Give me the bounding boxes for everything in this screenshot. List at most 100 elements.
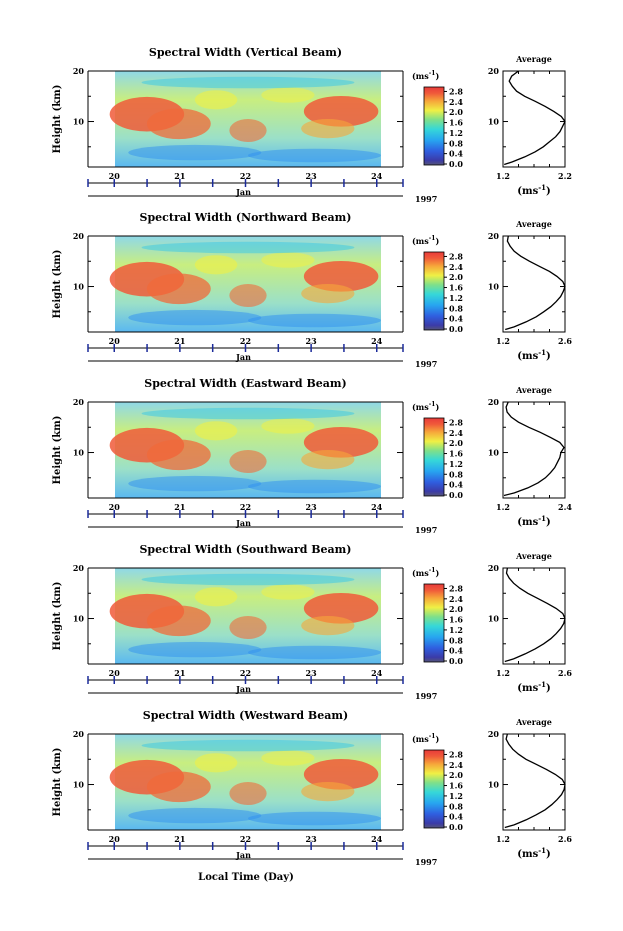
year-label: 1997: [415, 691, 437, 701]
avg-y-tick-label: 10: [488, 780, 500, 790]
avg-y-tick-label: 10: [488, 614, 500, 624]
x-tick-label: 23: [306, 668, 318, 678]
heatmap-region: [146, 273, 211, 305]
heatmap-region: [301, 616, 355, 636]
heatmap-region: [248, 645, 381, 660]
panel-title: Spectral Width (Westward Beam): [143, 709, 348, 722]
colorbar-tick-label: 1.6: [449, 615, 463, 625]
year-label: 1997: [415, 194, 437, 204]
x-tick-label: 23: [306, 171, 318, 181]
colorbar-tick-label: 2.0: [449, 770, 463, 780]
y-axis-label: Height (km): [52, 748, 63, 817]
avg-x-tick-label: 2.4: [558, 502, 572, 512]
average-xlabel: (ms-1): [517, 514, 550, 528]
colorbar-tick-label: 2.8: [449, 749, 463, 759]
heatmap-region: [303, 260, 379, 292]
y-axis-label: Height (km): [52, 582, 63, 651]
colorbar: [423, 749, 445, 829]
colorbar-tick-label: 1.6: [449, 449, 463, 459]
heatmap-region: [261, 252, 315, 268]
avg-y-tick-label: 20: [488, 397, 500, 407]
x-tick-label: 22: [240, 668, 251, 678]
heatmap-region: [261, 418, 315, 434]
heatmap-region: [194, 753, 238, 773]
heatmap-region: [141, 739, 355, 752]
heatmap-region: [301, 782, 355, 802]
avg-unit-base: (ms: [517, 186, 538, 197]
x-tick-label: 24: [371, 502, 383, 512]
y-tick-label: 10: [73, 614, 85, 624]
avg-x-tick-label: 1.2: [496, 171, 510, 181]
colorbar: [423, 583, 445, 663]
avg-unit-close: ): [546, 517, 551, 528]
x-tick-label: 23: [306, 834, 318, 844]
colorbar-tick-label: 1.2: [449, 625, 463, 635]
x-tick-label: 21: [174, 171, 185, 181]
month-label: Jan: [235, 684, 251, 694]
heatmap-region: [303, 95, 379, 127]
x-tick-label: 23: [306, 502, 318, 512]
avg-y-tick-label: 10: [488, 448, 500, 458]
colorbar-tick-label: 0.8: [449, 138, 463, 148]
heatmap-region: [128, 807, 262, 824]
heatmap-region: [229, 119, 267, 143]
avg-unit-sup: -1: [538, 514, 546, 523]
heatmap-region: [141, 76, 355, 89]
avg-unit-base: (ms: [517, 351, 538, 362]
colorbar-tick-label: 2.4: [449, 262, 463, 272]
colorbar-tick-label: 0.4: [449, 812, 463, 822]
colorbar-tick-label: 2.4: [449, 760, 463, 770]
heatmap-region: [146, 108, 211, 140]
average-xlabel: (ms-1): [517, 348, 550, 362]
colorbar-tick-label: 0.4: [449, 646, 463, 656]
x-tick-label: 22: [240, 336, 251, 346]
y-axis-label: Height (km): [52, 416, 63, 485]
avg-unit-close: ): [546, 683, 551, 694]
average-frame: [502, 401, 566, 499]
unit-sup: -1: [429, 235, 436, 242]
heatmap-region: [128, 641, 262, 658]
x-tick-label: 21: [174, 336, 185, 346]
x-tick-label: 21: [174, 668, 185, 678]
avg-unit-sup: -1: [538, 348, 546, 357]
heatmap-region: [261, 584, 315, 600]
heatmap-region: [248, 479, 381, 494]
colorbar-tick-label: 0.8: [449, 469, 463, 479]
unit-sup: -1: [429, 70, 436, 77]
colorbar-tick-label: 1.2: [449, 459, 463, 469]
y-tick-label: 10: [73, 282, 85, 292]
avg-y-tick-label: 10: [488, 282, 500, 292]
colorbar: [423, 417, 445, 497]
unit-sup: -1: [429, 567, 436, 574]
colorbar-unit: (ms-1): [412, 70, 439, 81]
colorbar-tick-label: 0.8: [449, 635, 463, 645]
colorbar-tick-label: 0.0: [449, 822, 463, 832]
colorbar-unit: (ms-1): [412, 567, 439, 578]
avg-x-tick-label: 2.2: [558, 171, 572, 181]
colorbar-tick-label: 1.2: [449, 128, 463, 138]
average-title: Average: [515, 551, 552, 561]
panel-2: Spectral Width (Northward Beam) 20 10 Heigh…: [52, 211, 572, 369]
heatmap-region: [301, 284, 355, 304]
colorbar-tick-label: 2.0: [449, 107, 463, 117]
avg-x-tick-label: 1.2: [496, 668, 510, 678]
heatmap-region: [141, 407, 355, 420]
month-label: Jan: [235, 352, 251, 362]
x-tick-label: 24: [371, 834, 383, 844]
y-tick-label: 10: [73, 117, 85, 127]
month-label: Jan: [235, 518, 251, 528]
heatmap-region: [128, 309, 262, 326]
panel-4: Spectral Width (Southward Beam) 20 10 Heigh…: [52, 543, 572, 701]
colorbar-tick-label: 2.8: [449, 86, 463, 96]
heatmap-region: [146, 771, 211, 803]
colorbar-tick-label: 2.4: [449, 594, 463, 604]
heatmap-region: [229, 782, 267, 806]
average-title: Average: [515, 219, 552, 229]
unit-close: ): [435, 734, 439, 744]
avg-unit-base: (ms: [517, 683, 538, 694]
unit-base: (ms: [412, 734, 429, 744]
avg-x-tick-label: 1.2: [496, 834, 510, 844]
average-xlabel: (ms-1): [517, 846, 550, 860]
avg-unit-base: (ms: [517, 517, 538, 528]
heatmap-region: [194, 421, 238, 441]
